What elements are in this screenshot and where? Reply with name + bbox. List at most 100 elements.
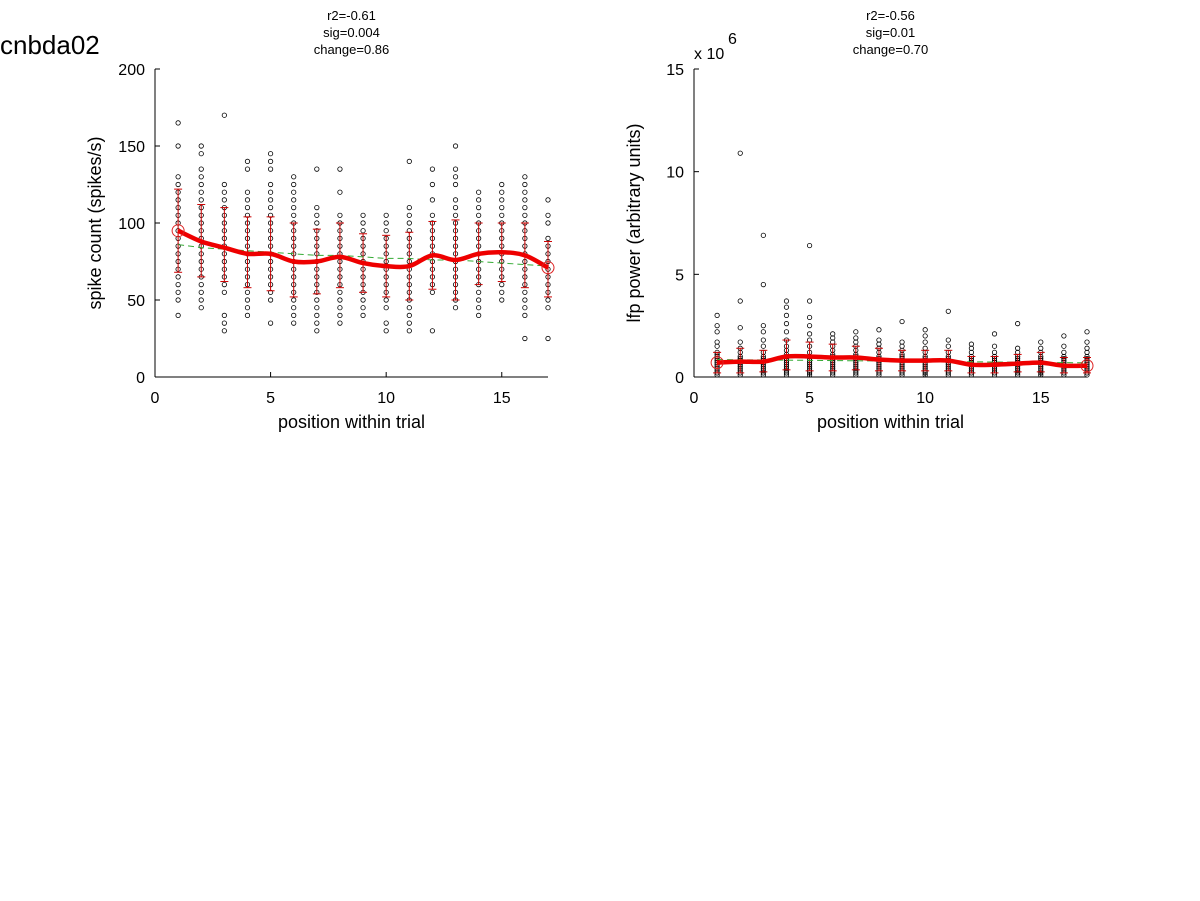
data-point: [714, 323, 720, 329]
y-tick-label: 100: [118, 216, 145, 233]
data-point: [221, 312, 227, 318]
data-point: [175, 143, 181, 149]
data-point: [945, 337, 951, 343]
data-point: [499, 289, 505, 295]
data-point: [1084, 345, 1090, 351]
x-tick-label: 10: [377, 390, 395, 407]
y-tick-label: 200: [118, 62, 145, 79]
data-point: [737, 298, 743, 304]
data-point: [383, 320, 389, 326]
data-point: [383, 228, 389, 234]
data-point: [221, 181, 227, 188]
data-point: [476, 189, 482, 195]
data-point: [198, 305, 204, 311]
data-point: [406, 220, 412, 226]
x-tick-label: 0: [151, 390, 160, 407]
data-point: [267, 166, 274, 172]
data-point: [198, 151, 204, 157]
data-point: [360, 228, 366, 234]
data-point: [476, 212, 482, 218]
data-point: [175, 281, 181, 288]
data-point: [244, 289, 251, 295]
data-point: [452, 197, 459, 203]
data-point: [198, 166, 204, 172]
data-point: [760, 281, 766, 288]
data-point: [291, 189, 297, 195]
data-point: [337, 166, 343, 172]
data-point: [291, 312, 297, 318]
stat-label: sig=0.004: [323, 25, 380, 40]
figure-title: cnbda02: [0, 30, 100, 60]
y-tick-label: 10: [666, 165, 684, 182]
data-point: [806, 314, 813, 321]
data-point: [244, 297, 251, 303]
data-point: [452, 166, 459, 172]
data-point: [175, 174, 181, 180]
data-point: [1084, 329, 1090, 335]
data-point: [991, 349, 998, 355]
data-point: [291, 297, 297, 303]
data-point: [545, 235, 551, 241]
x-tick-label: 15: [493, 390, 511, 407]
y-tick-label: 50: [127, 293, 145, 310]
data-point: [267, 151, 274, 157]
data-point: [968, 341, 975, 347]
data-point: [175, 120, 181, 126]
data-point: [760, 343, 766, 349]
data-point: [291, 205, 297, 211]
data-point: [853, 329, 859, 335]
mean-end-marker: [541, 261, 555, 275]
stat-label: r2=-0.61: [327, 8, 376, 23]
axis-exponent-power: 6: [728, 31, 737, 48]
data-point: [360, 212, 366, 218]
data-point: [314, 320, 320, 326]
data-point: [945, 343, 951, 349]
data-point: [853, 335, 859, 341]
data-point: [383, 212, 389, 218]
y-tick-label: 5: [675, 267, 684, 284]
data-point: [198, 297, 204, 303]
data-point: [244, 312, 251, 318]
y-tick-label: 150: [118, 139, 145, 156]
data-point: [522, 312, 528, 318]
data-point: [314, 328, 320, 334]
data-point: [452, 212, 459, 218]
x-tick-label: 0: [690, 390, 699, 407]
data-point: [221, 289, 227, 295]
data-point: [244, 305, 251, 311]
data-point: [360, 312, 366, 318]
data-point: [783, 329, 790, 335]
x-tick-label: 5: [266, 390, 275, 407]
data-point: [314, 166, 320, 172]
data-point: [714, 339, 720, 345]
data-point: [198, 181, 204, 188]
data-point: [876, 337, 882, 343]
data-point: [876, 327, 882, 333]
data-point: [244, 189, 251, 195]
data-point: [522, 181, 528, 188]
data-point: [522, 305, 528, 311]
data-point: [383, 297, 389, 303]
data-point: [291, 197, 297, 203]
data-point: [714, 329, 720, 335]
stat-label: change=0.86: [314, 42, 390, 57]
data-point: [337, 297, 343, 303]
data-point: [267, 189, 274, 195]
stat-label: change=0.70: [853, 42, 929, 57]
data-point: [499, 297, 505, 303]
data-point: [291, 181, 297, 188]
data-point: [221, 281, 227, 288]
data-point: [737, 150, 743, 156]
data-point: [244, 166, 251, 172]
data-point: [922, 339, 928, 345]
data-point: [783, 298, 790, 304]
data-point: [406, 158, 412, 164]
data-point: [429, 181, 436, 188]
data-point: [198, 143, 204, 149]
data-point: [406, 312, 412, 318]
data-point: [175, 274, 181, 280]
data-point: [499, 181, 505, 188]
data-point: [1038, 339, 1044, 345]
y-tick-label: 0: [136, 370, 145, 387]
data-point: [499, 212, 505, 218]
